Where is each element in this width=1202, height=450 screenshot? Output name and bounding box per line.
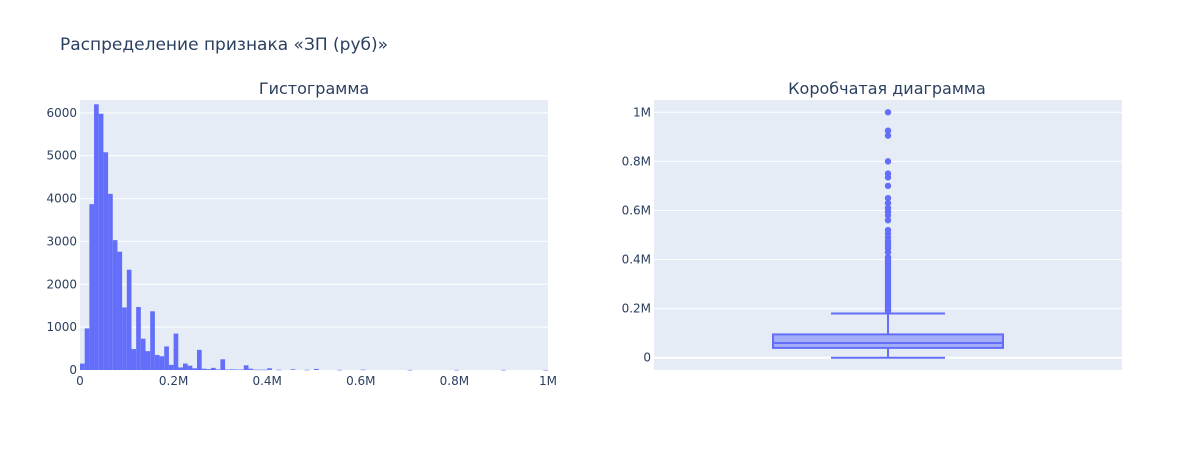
boxplot-outlier-point[interactable] [884, 307, 892, 315]
histogram-bar[interactable] [225, 369, 230, 371]
histogram-bar[interactable] [501, 369, 506, 371]
boxplot-panel: Коробчатая диаграмма 0 0.2M 0.4M 0.6M 0.8M 1M [622, 79, 1122, 370]
histogram-y-tick-label: 0 [69, 363, 77, 377]
histogram-bar[interactable] [192, 368, 197, 370]
histogram-bar[interactable] [215, 369, 221, 370]
histogram-x-tick-labels: 0 0.2M 0.4M 0.6M 0.8M 1M [76, 374, 557, 388]
histogram-bar[interactable] [126, 269, 132, 370]
histogram-y-tick-label: 2000 [46, 277, 77, 291]
histogram-gridlines [80, 112, 548, 328]
histogram-x-tick-label: 0.8M [440, 374, 469, 388]
boxplot-outlier-point[interactable] [884, 182, 892, 190]
histogram-plot-area [80, 100, 548, 370]
boxplot-outlier-point[interactable] [884, 109, 892, 116]
histogram-y-tick-label: 6000 [46, 106, 77, 120]
boxplot-outlier-point[interactable] [884, 212, 892, 219]
histogram-bar[interactable] [454, 369, 460, 371]
histogram-bar[interactable] [150, 311, 155, 370]
histogram-bar[interactable] [182, 363, 188, 370]
histogram-bar[interactable] [164, 346, 169, 370]
histogram-bar[interactable] [197, 349, 202, 370]
figure-title: Распределение признака «ЗП (руб)» [60, 35, 388, 55]
boxplot-y-tick-label: 1M [633, 105, 651, 119]
boxplot-y-tick-label: 0.8M [622, 154, 651, 168]
histogram-bar[interactable] [229, 369, 235, 370]
histogram-bar[interactable] [360, 369, 366, 371]
histogram-bar[interactable] [543, 369, 548, 371]
histogram-bar[interactable] [131, 349, 137, 370]
histogram-bar[interactable] [84, 328, 90, 370]
histogram-bar[interactable] [154, 355, 160, 370]
histogram-bar[interactable] [257, 369, 263, 371]
histogram-bar[interactable] [253, 369, 258, 371]
boxplot-y-tick-label: 0.4M [622, 253, 651, 267]
histogram-bar[interactable] [248, 368, 254, 370]
histogram-bar[interactable] [243, 365, 249, 370]
histogram-bar[interactable] [211, 367, 216, 370]
histogram-bar[interactable] [187, 365, 193, 370]
histogram-bar[interactable] [112, 240, 118, 370]
boxplot-y-tick-labels: 0 0.2M 0.4M 0.6M 0.8M 1M [622, 105, 651, 364]
histogram-bar[interactable] [337, 369, 343, 371]
boxplot-y-tick-label: 0.2M [622, 302, 651, 316]
histogram-bar[interactable] [145, 351, 151, 370]
histogram-bar[interactable] [206, 369, 212, 370]
histogram-bar[interactable] [304, 369, 310, 371]
boxplot-outlier-point[interactable] [884, 174, 892, 181]
boxplot-y-tick-label: 0.6M [622, 203, 651, 217]
histogram-y-tick-label: 5000 [46, 149, 77, 163]
boxplot-outlier-point[interactable] [884, 127, 892, 134]
histogram-y-tick-label: 3000 [46, 234, 77, 248]
histogram-bar[interactable] [98, 113, 104, 370]
histogram-bar[interactable] [314, 368, 319, 370]
histogram-x-tick-label: 1M [539, 374, 557, 388]
histogram-y-tick-labels: 0 1000 2000 3000 4000 5000 6000 [46, 106, 77, 377]
histogram-bar[interactable] [220, 359, 226, 370]
boxplot-outlier-point[interactable] [884, 194, 892, 202]
histogram-bar[interactable] [103, 152, 109, 370]
histogram-bar[interactable] [159, 356, 165, 370]
histogram-bar[interactable] [178, 367, 183, 370]
histogram-y-tick-label: 4000 [46, 192, 77, 206]
histogram-x-tick-label: 0.2M [159, 374, 188, 388]
histogram-bar[interactable] [94, 104, 99, 371]
histogram-bar[interactable] [407, 369, 413, 371]
histogram-bar[interactable] [140, 338, 146, 370]
boxplot-marks[interactable] [772, 109, 1004, 359]
histogram-bar[interactable] [117, 251, 123, 370]
histogram-x-tick-label: 0.6M [346, 374, 375, 388]
boxplot-box[interactable] [772, 333, 1004, 349]
boxplot-title: Коробчатая диаграмма [788, 79, 986, 98]
histogram-bar[interactable] [234, 369, 240, 371]
histogram-bar[interactable] [89, 204, 95, 370]
boxplot-outlier-point[interactable] [884, 199, 892, 207]
histogram-bar[interactable] [290, 369, 296, 370]
histogram-bar[interactable] [173, 333, 179, 370]
histogram-x-tick-label: 0.4M [252, 374, 281, 388]
histogram-bar[interactable] [108, 193, 113, 370]
histogram-bar[interactable] [262, 369, 268, 371]
boxplot-outlier-point[interactable] [884, 248, 892, 256]
boxplot-outlier-point[interactable] [884, 132, 892, 139]
histogram-bar[interactable] [122, 307, 127, 370]
histogram-title: Гистограмма [259, 79, 369, 98]
histogram-y-tick-label: 1000 [46, 320, 77, 334]
boxplot-outlier-point[interactable] [884, 217, 892, 224]
histogram-bar[interactable] [136, 307, 141, 370]
histogram-bar[interactable] [276, 369, 282, 371]
histogram-x-tick-label: 0 [76, 374, 84, 388]
histogram-bar[interactable] [267, 368, 272, 370]
boxplot-outlier-point[interactable] [884, 158, 892, 165]
histogram-bar[interactable] [239, 369, 244, 371]
histogram-bar[interactable] [201, 368, 207, 370]
histogram-bar[interactable] [168, 364, 174, 370]
histogram-bars[interactable] [80, 104, 548, 371]
boxplot-y-tick-label: 0 [643, 351, 651, 365]
histogram-bar[interactable] [80, 363, 85, 370]
